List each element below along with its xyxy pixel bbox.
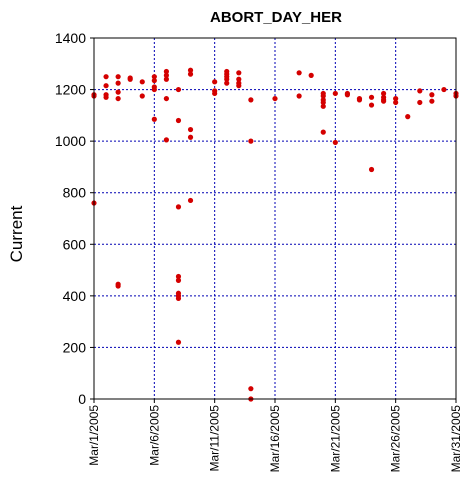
data-point (163, 68, 169, 75)
data-point (344, 92, 350, 98)
data-point (308, 72, 314, 78)
data-point (115, 80, 121, 86)
data-point (332, 90, 338, 97)
grid-lines (93, 37, 457, 400)
data-point (115, 89, 121, 95)
data-point (332, 139, 338, 146)
data-point (187, 126, 194, 133)
data-point (381, 90, 387, 97)
data-point (224, 76, 230, 82)
data-point (115, 95, 121, 102)
data-point (103, 83, 109, 89)
y-tick-label: 1000 (55, 133, 86, 149)
data-point (368, 166, 375, 173)
y-tick-label: 1400 (55, 30, 86, 46)
data-point (429, 98, 435, 104)
data-point (212, 79, 218, 85)
y-tick-label: 400 (63, 288, 87, 304)
data-point (368, 102, 375, 108)
data-point (224, 80, 230, 86)
data-point (296, 70, 302, 76)
data-point (236, 70, 242, 76)
data-point (151, 116, 157, 122)
data-point (175, 117, 182, 124)
x-axis-ticks: Mar/1/2005 Mar/6/2005 Mar/11/2005 Mar/16/20… (87, 399, 463, 472)
data-point (272, 95, 278, 102)
data-point (248, 138, 254, 144)
data-point (187, 71, 194, 77)
data-point (139, 79, 145, 85)
data-point (236, 76, 242, 82)
x-tick-label: Mar/31/2005 (449, 405, 463, 473)
data-point (368, 94, 375, 100)
data-point (163, 137, 169, 143)
data-point (175, 295, 182, 302)
x-tick-label: Mar/6/2005 (147, 405, 161, 466)
data-point (320, 93, 326, 99)
data-point (393, 99, 399, 106)
y-tick-label: 1200 (55, 82, 86, 98)
data-point (429, 92, 435, 98)
data-points (91, 67, 459, 402)
data-point (187, 197, 194, 204)
data-point (151, 74, 157, 80)
data-point (320, 129, 326, 135)
data-point (103, 74, 109, 80)
data-point (187, 67, 194, 73)
x-tick-label: Mar/26/2005 (389, 405, 403, 473)
data-point (356, 97, 363, 103)
data-point (417, 99, 423, 106)
x-tick-label: Mar/21/2005 (328, 405, 342, 473)
y-axis-ticks: 0 200 400 600 800 1000 1200 1400 (55, 30, 94, 407)
data-point (248, 386, 254, 392)
data-point (296, 93, 302, 99)
data-point (103, 94, 109, 100)
data-point (115, 283, 121, 289)
data-point (248, 97, 254, 103)
x-tick-label: Mar/11/2005 (208, 405, 222, 472)
data-point (151, 86, 157, 93)
data-point (236, 83, 242, 89)
data-point (441, 86, 447, 93)
y-tick-label: 600 (63, 236, 87, 252)
data-point (405, 114, 411, 120)
data-point (320, 99, 326, 106)
y-tick-label: 200 (63, 339, 87, 355)
chart-title: ABORT_DAY_HER (210, 9, 342, 26)
x-tick-label: Mar/1/2005 (87, 405, 101, 466)
y-tick-label: 0 (78, 391, 86, 407)
data-point (139, 93, 145, 99)
y-tick-label: 800 (63, 185, 87, 201)
data-point (163, 76, 169, 82)
data-point (151, 77, 157, 84)
data-point (320, 103, 326, 109)
data-point (381, 98, 387, 104)
x-tick-label: Mar/16/2005 (268, 405, 282, 473)
data-point (175, 277, 182, 283)
plot-frame (93, 37, 457, 400)
data-point (187, 134, 194, 140)
data-point (163, 72, 169, 78)
data-point (393, 95, 399, 102)
y-axis-label: Current (7, 205, 26, 262)
data-point (212, 90, 218, 97)
data-point (175, 86, 182, 93)
data-point (163, 95, 169, 102)
data-point (115, 74, 121, 80)
data-point (175, 273, 182, 280)
data-point (417, 88, 423, 94)
data-point (175, 339, 182, 345)
data-point (127, 76, 133, 82)
data-point (175, 204, 182, 210)
